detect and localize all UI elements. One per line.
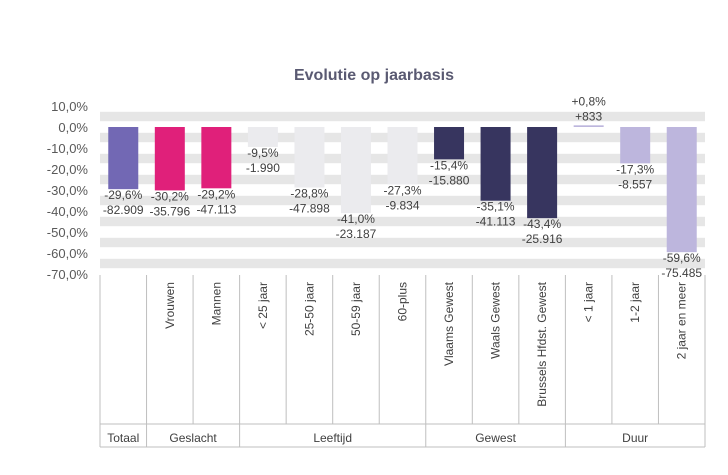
y-tick-label: 10,0% [51,99,88,114]
bar [387,127,418,185]
category-label: < 25 jaar [256,282,270,329]
data-label-percent: -9,5% [247,146,279,160]
category-labels: Vrouwen Mannen < 25 jaar 25-50 jaar 50-59 ja… [163,281,689,406]
bar [340,127,371,214]
y-tick-label: -30,0% [47,183,89,198]
category-label: 1-2 jaar [628,282,642,323]
bars [108,125,697,253]
bar [434,127,465,160]
category-label: < 1 jaar [582,282,596,322]
bar [527,127,558,219]
data-labels: -29,6%-82.909 -30,2%-35.796 -29,2%-47.113 -… [103,94,702,280]
gridline-band [100,111,705,122]
group-label: Gewest [475,431,516,445]
data-label-absolute: -25.916 [522,232,563,246]
data-label-absolute: -1.990 [246,161,280,175]
category-label: 2 jaar en meer [675,282,689,359]
data-label-absolute: -82.909 [103,203,144,217]
data-label-absolute: -41.113 [476,215,516,229]
group-label: Duur [622,431,648,445]
data-label-percent: -15,4% [430,158,468,172]
data-label-percent: -27,3% [383,183,421,197]
gridline-band [100,237,705,248]
data-label-percent: -43,4% [523,217,561,231]
data-label-percent: -41,0% [337,212,375,226]
data-label-absolute: -47.113 [196,202,236,216]
y-tick-label: -70,0% [47,267,89,282]
group-label: Totaal [107,431,139,445]
data-label-percent: -17,3% [616,162,654,176]
category-label: 60-plus [396,282,410,321]
data-label-percent: -30,2% [151,189,189,203]
category-label: Brussels Hfdst. Gewest [535,281,549,406]
category-label: Vrouwen [163,282,177,329]
y-tick-label: -20,0% [47,162,89,177]
group-labels: Totaal Geslacht Leeftijd Gewest Duur [107,431,648,445]
data-label-absolute: -75.485 [661,266,702,280]
bar [108,127,139,190]
bar [573,125,604,127]
bar [154,127,185,191]
gridline-band [100,195,705,206]
data-label-absolute: -8.557 [618,177,652,191]
data-label-absolute: -9.834 [385,198,419,212]
data-label-percent: -29,6% [104,188,142,202]
category-label: Vlaams Gewest [442,281,456,366]
category-axis [99,275,706,448]
group-label: Leeftijd [313,431,352,445]
bar [294,127,325,188]
data-label-percent: +0,8% [571,94,606,108]
category-label: Waals Gewest [489,281,503,359]
bar [480,127,511,201]
y-axis-ticks: 10,0% 0,0% -10,0% -20,0% -30,0% -40,0% -50,0% -… [47,99,89,282]
category-label: 25-50 jaar [302,282,316,336]
data-label-percent: -59,6% [663,251,701,265]
data-label-percent: -29,2% [197,187,235,201]
y-tick-label: -50,0% [47,225,89,240]
bar [247,127,278,147]
bar [620,127,651,164]
y-tick-label: 0,0% [58,120,88,135]
data-label-absolute: -15.880 [429,173,470,187]
group-label: Geslacht [169,431,217,445]
data-label-percent: -28,8% [290,186,328,200]
data-label-percent: -35,1% [477,200,515,214]
category-label: 50-59 jaar [349,282,363,336]
data-label-absolute: -23.187 [336,227,377,241]
y-tick-label: -40,0% [47,204,89,219]
chart-title: Evolutie op jaarbasis [294,67,454,84]
gridline-band [100,258,705,269]
bar [201,127,232,189]
data-label-absolute: +833 [575,109,602,123]
bar [666,127,697,253]
data-label-absolute: -35.796 [149,204,190,218]
category-label: Mannen [209,282,223,325]
y-tick-label: -10,0% [47,141,89,156]
y-tick-label: -60,0% [47,246,89,261]
data-label-absolute: -47.898 [289,201,330,215]
gridline-band [100,216,705,227]
